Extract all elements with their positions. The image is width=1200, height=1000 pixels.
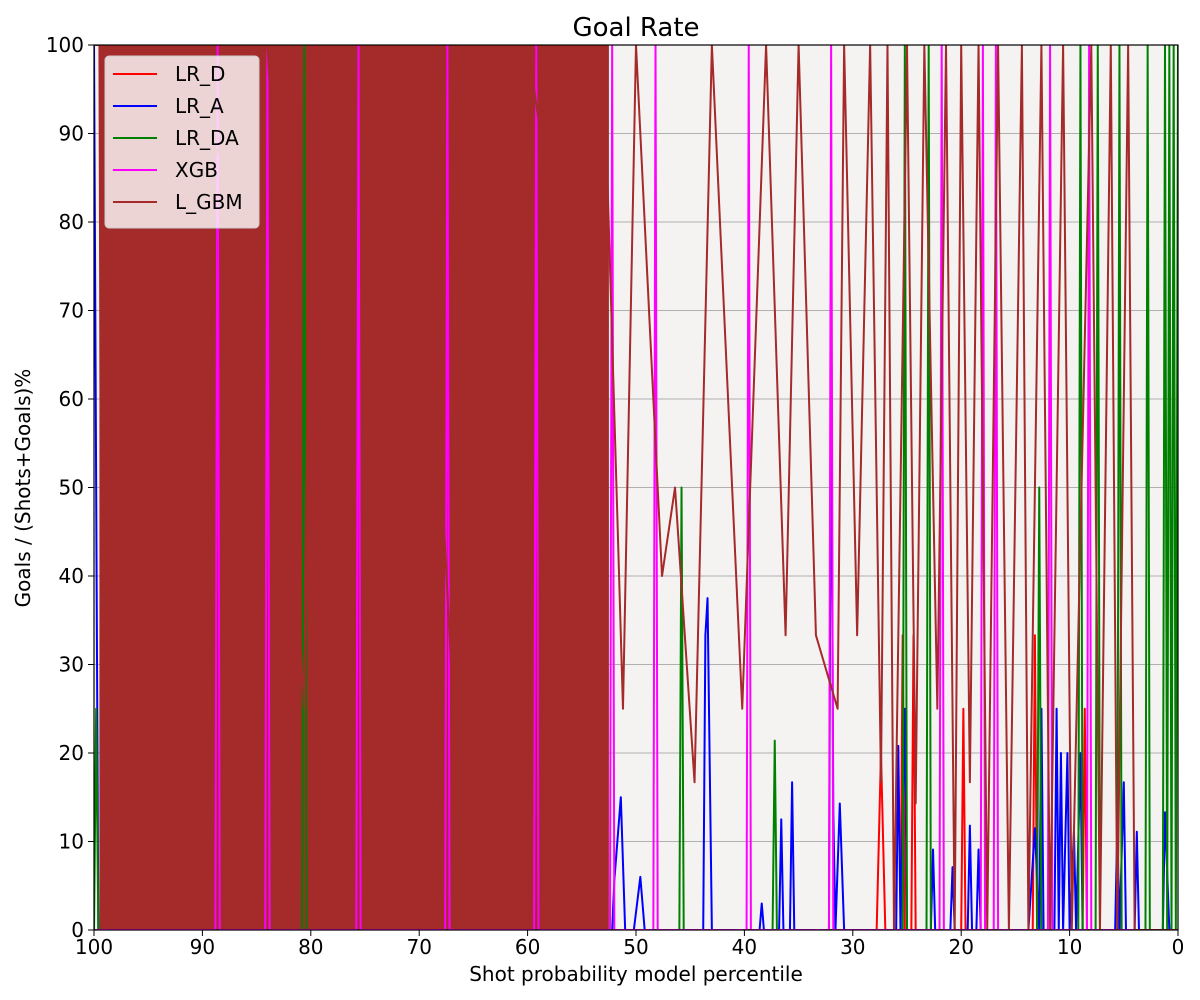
x-tick-label-3: 70	[406, 935, 431, 959]
x-tick-label-2: 80	[298, 935, 323, 959]
y-axis-title: Goals / (Shots+Goals)%	[11, 369, 35, 608]
y-tick-label-10: 100	[46, 33, 84, 57]
x-tick-label-4: 60	[515, 935, 540, 959]
x-tick-label-0: 100	[75, 935, 113, 959]
series-line-xgb	[94, 45, 1178, 930]
chart-title: Goal Rate	[572, 13, 699, 43]
y-tick-label-0: 0	[71, 918, 84, 942]
x-tick-label-7: 30	[840, 935, 865, 959]
x-axis-title: Shot probability model percentile	[469, 962, 803, 986]
x-tick-label-9: 10	[1057, 935, 1082, 959]
legend-label-lr-d: LR_D	[175, 62, 225, 86]
y-tick-label-6: 60	[59, 387, 84, 411]
y-tick-label-3: 30	[59, 653, 84, 677]
y-tick-label-5: 50	[59, 476, 84, 500]
y-tick-label-2: 20	[59, 741, 84, 765]
x-tick-label-6: 40	[732, 935, 757, 959]
x-tick-label-10: 0	[1172, 935, 1185, 959]
y-tick-label-7: 70	[59, 299, 84, 323]
series-group	[94, 45, 1178, 930]
legend: LR_D LR_A LR_DA XGB L_GBM	[104, 55, 260, 229]
legend-label-xgb: XGB	[175, 158, 218, 182]
plot-area: 100 90 80 70 60 50 40 30 20 10 0010203040506070809…	[46, 33, 1185, 959]
series-line-lr-da	[94, 45, 1178, 930]
series-line-l-gbm	[94, 45, 1178, 930]
y-tick-label-4: 40	[59, 564, 84, 588]
y-tick-label-8: 80	[59, 210, 84, 234]
x-tick-label-5: 50	[623, 935, 648, 959]
x-tick-label-1: 90	[190, 935, 215, 959]
legend-label-l-gbm: L_GBM	[175, 190, 243, 214]
y-tick-label-1: 10	[59, 830, 84, 854]
legend-label-lr-a: LR_A	[175, 94, 224, 118]
legend-label-lr-da: LR_DA	[175, 126, 239, 150]
x-tick-label-8: 20	[948, 935, 973, 959]
legend-box	[104, 55, 260, 229]
y-tick-label-9: 90	[59, 122, 84, 146]
